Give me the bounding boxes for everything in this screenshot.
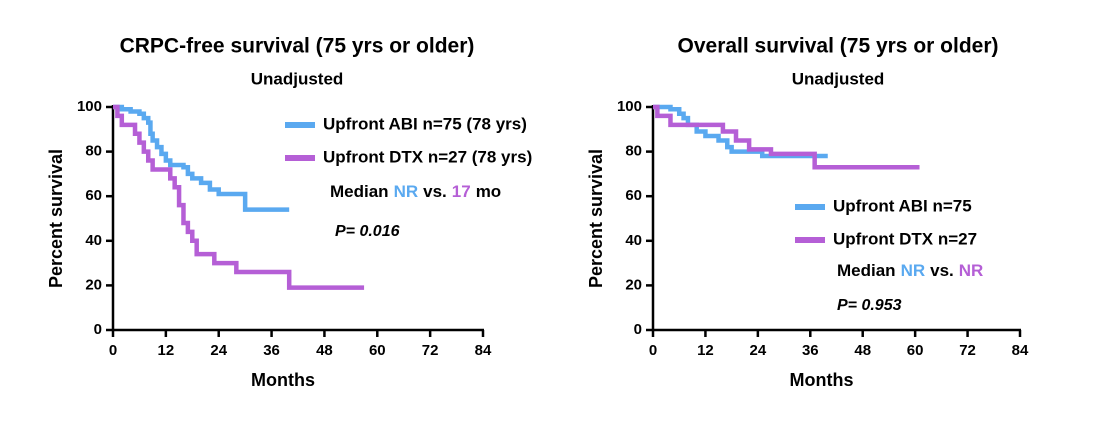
chart-subtitle: Unadjusted [251,69,344,88]
y-tick-label: 100 [617,98,642,115]
y-tick-label: 0 [94,321,102,338]
x-tick-label: 36 [263,342,280,359]
median-part: NR [959,261,984,280]
y-axis-label: Percent survival [46,149,66,288]
x-tick-label: 72 [959,342,976,359]
legend-label: Upfront DTX n=27 [833,229,977,248]
x-axis-label: Months [790,370,854,390]
median-part: mo [476,182,502,201]
survival-curve [653,104,920,170]
x-tick-label: 84 [475,342,492,359]
y-tick-label: 20 [625,276,642,293]
median-text: Median NR vs. NR [837,261,983,280]
chart-panel: CRPC-free survival (75 yrs or older) Unad… [46,35,533,390]
median-part: NR [394,182,419,201]
x-tick-label: 72 [422,342,439,359]
y-tick-label: 40 [85,232,102,249]
y-tick-label: 80 [625,143,642,160]
y-tick-label: 60 [85,187,102,204]
p-value: P= 0.016 [335,223,400,240]
median-part: Median [330,182,389,201]
x-tick-label: 48 [316,342,333,359]
x-tick-label: 60 [369,342,386,359]
y-tick-label: 0 [634,321,642,338]
legend-label: Upfront DTX n=27 (78 yrs) [323,147,532,166]
legend-label: Upfront ABI n=75 (78 yrs) [323,114,527,133]
x-tick-label: 12 [158,342,175,359]
median-part: NR [901,261,926,280]
y-axis-label: Percent survival [586,149,606,288]
median-part: vs. [423,182,447,201]
x-tick-label: 84 [1012,342,1029,359]
survival-curve [653,104,828,159]
chart-subtitle: Unadjusted [792,69,885,88]
x-axis-label: Months [251,370,315,390]
x-tick-label: 24 [210,342,227,359]
x-tick-label: 0 [109,342,117,359]
x-tick-label: 36 [802,342,819,359]
p-value: P= 0.953 [837,297,902,314]
survival-curve [113,104,290,212]
chart-title: Overall survival (75 yrs or older) [678,35,999,58]
legend-label: Upfront ABI n=75 [833,196,972,215]
median-part: 17 [452,182,471,201]
y-tick-label: 40 [625,232,642,249]
y-tick-label: 80 [85,143,102,160]
x-tick-label: 24 [750,342,767,359]
x-tick-label: 0 [649,342,657,359]
y-tick-label: 60 [625,187,642,204]
survival-curve [113,104,365,290]
y-tick-label: 20 [85,276,102,293]
x-tick-label: 48 [854,342,871,359]
y-tick-label: 100 [77,98,102,115]
median-text: Median NR vs. 17 mo [330,182,501,201]
x-tick-label: 60 [907,342,924,359]
median-part: Median [837,261,896,280]
chart-panel: Overall survival (75 yrs or older) Unadju… [586,35,1029,390]
chart-title: CRPC-free survival (75 yrs or older) [120,35,475,58]
median-part: vs. [930,261,954,280]
x-tick-label: 12 [697,342,714,359]
